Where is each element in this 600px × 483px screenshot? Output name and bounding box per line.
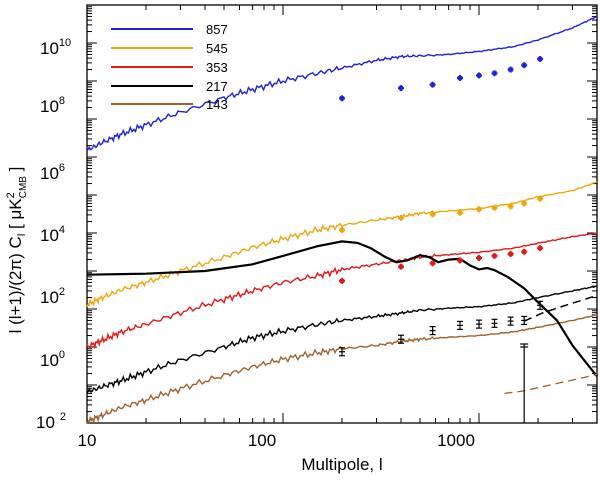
legend: 857 545 353 217 143 (111, 22, 228, 112)
marker-545 (521, 200, 528, 207)
series-line-857 (86, 15, 598, 152)
marker-217 (457, 320, 464, 331)
marker-857 (339, 95, 345, 102)
marker-857 (457, 74, 464, 81)
marker-857 (475, 72, 482, 79)
marker-d2 (492, 253, 497, 259)
marker-d2 (457, 210, 463, 216)
legend-label-857: 857 (206, 22, 228, 37)
marker-d2 (508, 204, 514, 209)
dashed-model-217 (523, 294, 598, 322)
legend-label-143: 143 (206, 97, 228, 112)
series-lines (86, 15, 598, 425)
marker-353 (507, 251, 514, 258)
marker-d2 (457, 257, 463, 263)
x-ticks (86, 5, 598, 423)
marker-353 (475, 254, 482, 261)
marker-d2 (492, 70, 497, 76)
marker-d2 (476, 255, 482, 261)
marker-d2 (537, 196, 543, 202)
marker-353 (521, 248, 528, 255)
marker-d2 (537, 245, 543, 251)
marker-217 (475, 319, 482, 329)
marker-d2 (521, 201, 527, 206)
marker-d2 (430, 211, 436, 217)
marker-545 (429, 211, 436, 218)
marker-217 (507, 316, 514, 326)
marker-545 (475, 206, 482, 213)
marker-857 (521, 62, 528, 69)
y-tick-labels: 1010 108 106 104 102 100 10 2 (36, 37, 71, 432)
marker-d2 (430, 82, 436, 88)
x-tick-labels: 10 100 1000 (78, 431, 475, 450)
marker-217 (521, 315, 528, 326)
legend-label-545: 545 (206, 41, 228, 56)
marker-217 (491, 318, 498, 328)
marker-d2 (508, 251, 514, 257)
cmb-theory-line (86, 240, 598, 377)
marker-d2 (521, 62, 527, 68)
marker-545 (491, 204, 498, 211)
y-ticks (87, 4, 597, 424)
y-tick-label-1e8: 108 (40, 95, 65, 116)
legend-label-353: 353 (206, 60, 228, 75)
x-tick-label-1000: 1000 (437, 431, 475, 450)
series-line-545 (86, 181, 598, 308)
marker-217 (429, 326, 436, 336)
y-tick-label-1e0: 100 (40, 349, 65, 370)
marker-353 (491, 252, 498, 259)
y-tick-label-1e4: 104 (40, 224, 65, 245)
marker-353 (457, 257, 464, 264)
marker-d2 (508, 67, 514, 72)
series-line-353 (86, 232, 598, 350)
marker-857 (507, 66, 514, 73)
y-tick-label-bottom: 10 2 (36, 411, 66, 432)
marker-d2 (398, 264, 404, 270)
legend-label-217: 217 (206, 79, 228, 94)
marker-353 (339, 277, 345, 284)
y-tick-label-1e10: 1010 (40, 37, 71, 58)
marker-545 (457, 209, 464, 216)
x-tick-label-10: 10 (78, 431, 97, 450)
marker-857 (537, 55, 544, 62)
x-axis-title: Multipole, l (301, 455, 382, 474)
marker-d2 (476, 73, 482, 78)
y-axis-title: l (l+1)/(2π) Cl [ μK2CMB ] (5, 167, 29, 334)
marker-d2 (537, 56, 543, 62)
data-markers (339, 55, 544, 423)
errorbar-143 (520, 343, 529, 423)
dashed-model-143 (504, 373, 598, 395)
marker-217 (398, 334, 405, 344)
y-tick-label-1e6: 106 (40, 162, 65, 183)
marker-217 (537, 300, 544, 310)
marker-d2 (339, 95, 345, 101)
marker-353 (537, 245, 544, 252)
series-line-217 (86, 285, 598, 394)
marker-d2 (398, 215, 404, 221)
series-line-143 (86, 314, 598, 425)
marker-d2 (476, 206, 482, 212)
marker-d2 (521, 249, 527, 255)
marker-d2 (457, 75, 463, 81)
marker-857 (398, 85, 405, 92)
marker-217 (339, 347, 345, 357)
marker-353 (398, 263, 405, 270)
marker-857 (429, 81, 436, 88)
marker-545 (339, 226, 345, 233)
marker-857 (491, 70, 498, 77)
marker-545 (537, 195, 544, 202)
marker-d2 (430, 260, 436, 266)
x-tick-label-100: 100 (248, 431, 276, 450)
marker-d2 (339, 278, 345, 284)
grid-and-frame (86, 4, 598, 424)
y-tick-label-1e2: 102 (40, 286, 65, 307)
marker-545 (398, 214, 405, 221)
marker-545 (507, 203, 514, 210)
marker-d2 (492, 205, 497, 211)
marker-d2 (339, 227, 345, 233)
marker-d2 (398, 85, 404, 91)
marker-353 (429, 260, 436, 267)
